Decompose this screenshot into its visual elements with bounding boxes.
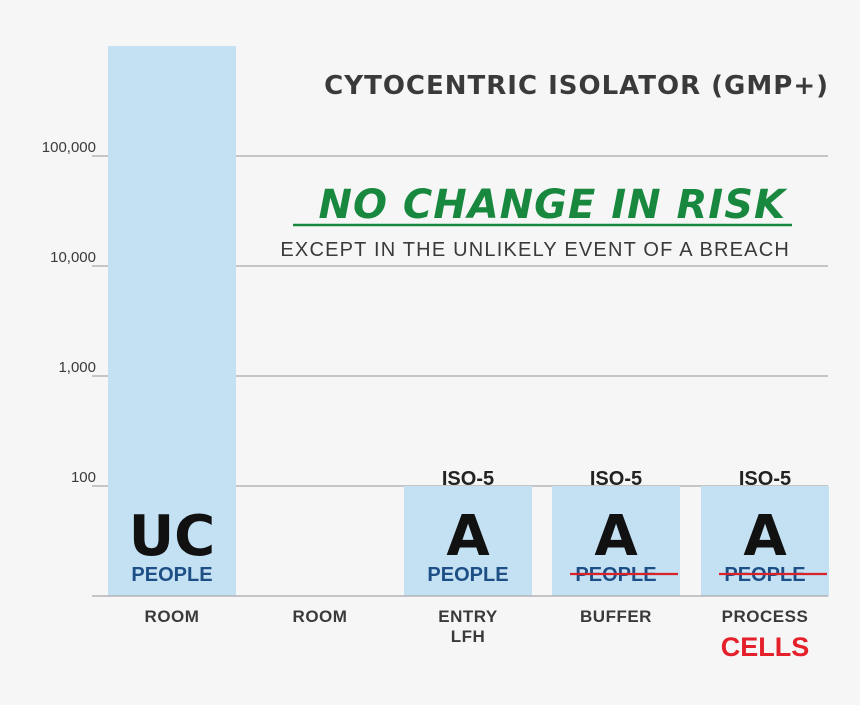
y-tick-label: 1,000 xyxy=(58,359,96,376)
bar xyxy=(404,486,532,596)
gmp-grade-label: UC xyxy=(129,504,216,569)
iso-class-label: ISO-5 xyxy=(442,468,494,490)
iso-class-label: ISO-5 xyxy=(590,468,642,490)
x-category-label: ROOM xyxy=(293,607,348,626)
subheadline: EXCEPT IN THE UNLIKELY EVENT OF A BREACH xyxy=(280,239,790,261)
chart-title: CYTOCENTRIC ISOLATOR (GMP+) xyxy=(324,71,829,101)
x-category-label: PROCESS xyxy=(722,607,809,626)
x-category-sublabel: LFH xyxy=(451,627,486,646)
people-label: PEOPLE xyxy=(427,564,508,586)
y-tick-label: 10,000 xyxy=(50,249,96,266)
y-tick-label: 100,000 xyxy=(42,139,96,156)
bars xyxy=(108,46,829,596)
headline: NO CHANGE IN RISK xyxy=(318,182,788,228)
people-label: PEOPLE xyxy=(131,564,212,586)
bar xyxy=(108,46,236,596)
x-category-label: BUFFER xyxy=(580,607,652,626)
cells-label: CELLS xyxy=(721,632,810,662)
x-category-label: ROOM xyxy=(145,607,200,626)
x-category-label: ENTRY xyxy=(438,607,498,626)
iso-class-label: ISO-5 xyxy=(739,468,791,490)
bar-labels: UCPEOPLEISO-5APEOPLEISO-5APEOPLEISO-5APE… xyxy=(129,468,827,586)
gmp-grade-label: A xyxy=(594,504,638,569)
bar xyxy=(552,486,680,596)
gmp-grade-label: A xyxy=(743,504,787,569)
y-tick-label: 100 xyxy=(71,469,96,486)
y-tick-labels: 100 1,000 10,000 100,000 xyxy=(42,139,96,486)
bar xyxy=(701,486,829,596)
gmp-grade-label: A xyxy=(446,504,490,569)
